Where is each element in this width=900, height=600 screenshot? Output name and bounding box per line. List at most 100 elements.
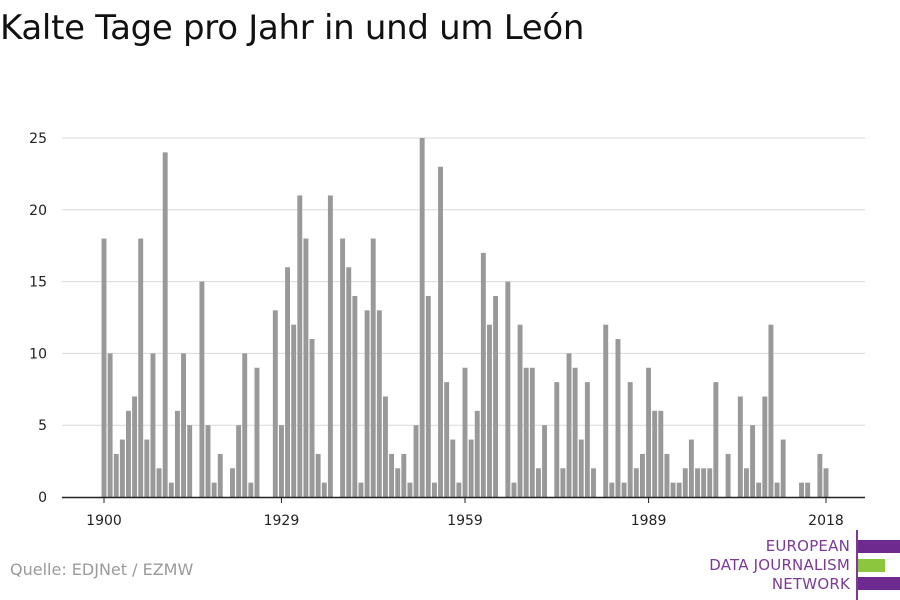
bar	[487, 324, 492, 497]
bar	[358, 482, 364, 497]
bar	[633, 468, 639, 497]
bar	[676, 482, 682, 497]
bar	[566, 353, 572, 497]
bar	[138, 238, 144, 497]
bar	[621, 482, 627, 497]
bar	[462, 367, 468, 497]
bar	[174, 410, 180, 497]
bar	[658, 410, 664, 497]
bar	[272, 310, 278, 497]
y-tick-label: 25	[29, 131, 47, 147]
bar	[664, 453, 670, 497]
bar	[591, 468, 596, 497]
bar	[382, 396, 388, 497]
bar	[376, 310, 382, 497]
bar	[780, 439, 786, 497]
x-axis	[62, 496, 865, 503]
bar	[688, 439, 694, 497]
bar	[413, 425, 419, 497]
bar	[805, 482, 811, 497]
bar	[230, 468, 235, 497]
bar	[321, 482, 327, 497]
bar	[242, 353, 248, 497]
bar	[327, 195, 333, 497]
bar	[401, 453, 407, 497]
bar	[517, 324, 523, 497]
logo-bar-purple-bottom	[858, 577, 900, 590]
bar	[646, 367, 652, 497]
bar	[254, 367, 260, 497]
bar	[480, 252, 486, 497]
bar	[217, 453, 223, 497]
x-tick-label: 2018	[808, 513, 844, 529]
bar	[107, 353, 113, 497]
bar	[701, 468, 707, 497]
bar	[285, 267, 291, 497]
bar	[438, 166, 443, 497]
bar	[187, 425, 193, 497]
bar	[750, 425, 756, 497]
bar	[560, 468, 566, 497]
y-tick-label: 15	[29, 275, 47, 291]
bar	[444, 382, 450, 497]
bar	[352, 295, 358, 497]
y-tick-label: 20	[29, 203, 47, 219]
bar	[199, 281, 205, 497]
logo-divider	[856, 530, 858, 600]
bar	[297, 195, 303, 497]
logo-text-european: EUROPEAN	[765, 537, 850, 555]
bar	[468, 439, 474, 497]
bar	[315, 453, 321, 497]
bar	[303, 238, 309, 497]
bar	[774, 482, 780, 497]
x-tick-label: 1989	[631, 513, 667, 529]
bar	[248, 482, 254, 497]
bar	[756, 482, 762, 497]
logo-text-network: NETWORK	[771, 575, 850, 593]
bar	[542, 425, 548, 497]
bar	[168, 482, 174, 497]
bar	[762, 396, 768, 497]
x-tick-labels: 1900 1929 1959 1989 2018	[86, 513, 844, 529]
bar	[211, 482, 217, 497]
edjnet-logo: EUROPEAN DATA JOURNALISM NETWORK	[700, 530, 900, 600]
bar	[395, 468, 401, 497]
bar	[407, 482, 413, 497]
bar	[584, 382, 590, 497]
bar	[639, 453, 645, 497]
bar	[578, 439, 584, 497]
y-tick-label: 10	[29, 346, 47, 362]
bar	[278, 425, 284, 497]
chart-title: Kalte Tage pro Jahr in und um León	[0, 8, 585, 48]
bars	[101, 138, 829, 498]
bar	[615, 339, 621, 497]
x-tick-label: 1900	[86, 513, 122, 529]
bar	[150, 353, 156, 497]
bar	[450, 439, 456, 497]
bar	[823, 468, 829, 497]
bar	[523, 367, 529, 497]
bar	[291, 324, 297, 497]
bar	[505, 281, 511, 497]
x-tick-label: 1929	[264, 513, 300, 529]
bar	[713, 382, 719, 497]
bar	[126, 410, 131, 497]
bar	[529, 367, 535, 497]
bar	[346, 267, 352, 497]
bar	[670, 482, 676, 497]
bar	[627, 382, 633, 497]
bar	[609, 482, 615, 497]
bar	[799, 482, 804, 497]
bar	[603, 324, 609, 497]
bar	[236, 425, 242, 497]
bar	[493, 295, 499, 497]
bar	[431, 482, 437, 497]
bar	[162, 152, 168, 498]
bar	[119, 439, 125, 497]
logo-bar-purple-top	[858, 540, 900, 553]
bar	[707, 468, 713, 497]
grid-lines	[62, 137, 865, 426]
source-note: Quelle: EDJNet / EZMW	[10, 560, 194, 579]
bar	[737, 396, 743, 497]
